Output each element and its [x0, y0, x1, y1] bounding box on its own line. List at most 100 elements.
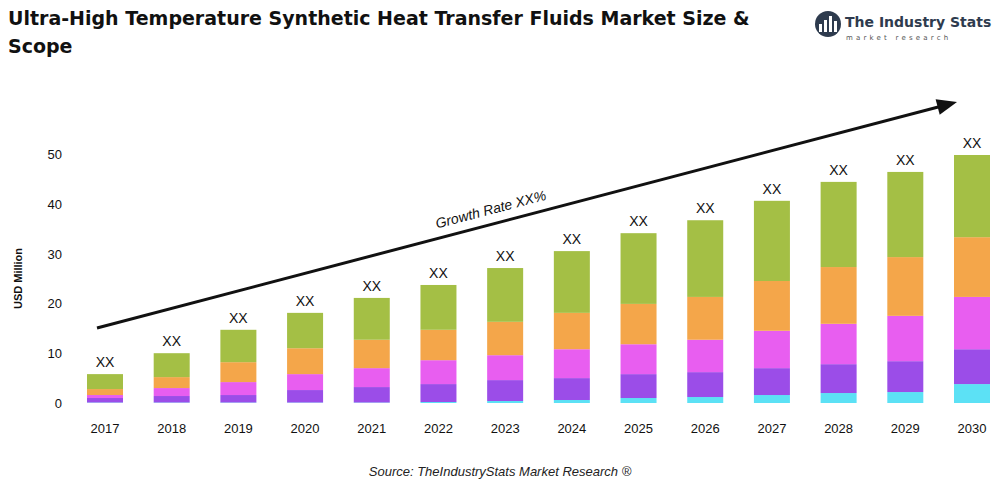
x-tick-label: 2026: [691, 421, 720, 436]
bar-label: XX: [763, 181, 782, 197]
bar-segment: [687, 297, 723, 340]
y-tick-label: 30: [48, 247, 62, 262]
bar-segment: [354, 387, 390, 402]
bar-segment: [487, 322, 523, 355]
bar-segment: [287, 390, 323, 402]
bar-segment: [154, 388, 190, 396]
bar-segment: [420, 330, 456, 360]
bar-segment: [821, 393, 857, 403]
logo-icon-bar: [829, 16, 832, 32]
bar-label: XX: [296, 293, 315, 309]
bar-segment: [87, 398, 123, 402]
bar-segment: [220, 382, 256, 395]
y-tick-label: 40: [48, 197, 62, 212]
x-tick-label: 2022: [424, 421, 453, 436]
bar-segment: [420, 285, 456, 330]
x-tick-label: 2020: [291, 421, 320, 436]
bar-segment: [887, 257, 923, 316]
bar-segment: [754, 395, 790, 403]
bar-label: XX: [629, 213, 648, 229]
y-tick-label: 50: [48, 147, 62, 162]
bar-segment: [954, 384, 990, 403]
logo-icon-bar: [819, 24, 822, 32]
bar-segment: [420, 384, 456, 402]
logo-icon-bar: [834, 21, 837, 32]
bar-segment: [621, 304, 657, 344]
bar-segment: [954, 237, 990, 297]
bar-segment: [554, 349, 590, 378]
bar-segment: [354, 298, 390, 340]
bar-segment: [87, 395, 123, 398]
bar-segment: [621, 233, 657, 304]
y-tick-label: 0: [55, 396, 62, 411]
x-tick-label: 2017: [91, 421, 120, 436]
bar-segment: [887, 316, 923, 361]
bar-segment: [954, 349, 990, 384]
annotation: Growth Rate XX%: [434, 187, 548, 231]
bar-segment: [887, 392, 923, 403]
bar-segment: [887, 172, 923, 257]
x-tick-label: 2030: [958, 421, 987, 436]
bar-segment: [554, 313, 590, 349]
growth-arrowhead: [936, 99, 957, 114]
bar-segment: [687, 372, 723, 397]
x-tick-label: 2023: [491, 421, 520, 436]
bar-label: XX: [229, 310, 248, 326]
bar-segment: [954, 155, 990, 237]
x-tick-label: 2021: [357, 421, 386, 436]
bar-label: XX: [162, 333, 181, 349]
bar-segment: [687, 397, 723, 403]
bar-segment: [487, 268, 523, 322]
title: Ultra-High Temperature Synthetic Heat Tr…: [8, 4, 808, 60]
bar-label: XX: [963, 135, 982, 151]
logo-icon-bar: [824, 20, 827, 32]
y-tick-label: 10: [48, 346, 62, 361]
bar-segment: [687, 220, 723, 297]
bar-label: XX: [96, 354, 115, 370]
bar-segment: [821, 324, 857, 364]
bar-segment: [687, 340, 723, 372]
bar-segment: [154, 353, 190, 377]
growth-arrow: [97, 106, 943, 328]
y-axis-label: USD Million: [12, 248, 24, 309]
bar-segment: [821, 267, 857, 324]
x-tick-label: 2018: [157, 421, 186, 436]
bar-segment: [154, 396, 190, 402]
bar-segment: [87, 389, 123, 395]
brand: The Industry Stats: [845, 14, 991, 30]
bar-segment: [554, 400, 590, 403]
bar-segment: [487, 355, 523, 380]
bar-segment: [754, 201, 790, 281]
logo-icon: [815, 11, 841, 37]
bar-segment: [220, 395, 256, 402]
x-tick-label: 2019: [224, 421, 253, 436]
bar-label: XX: [696, 200, 715, 216]
bar-segment: [287, 374, 323, 390]
bar-segment: [821, 182, 857, 267]
bar-segment: [621, 398, 657, 403]
bar-segment: [154, 377, 190, 388]
source: Source: TheIndustryStats Market Research…: [369, 464, 632, 479]
bar-segment: [87, 374, 123, 389]
bar-segment: [220, 362, 256, 382]
bar-label: XX: [563, 231, 582, 247]
bar-segment: [487, 401, 523, 403]
x-tick-label: 2029: [891, 421, 920, 436]
x-tick-label: 2027: [757, 421, 786, 436]
bar-segment: [287, 348, 323, 374]
bar-segment: [754, 281, 790, 331]
bar-segment: [954, 297, 990, 349]
bar-label: XX: [429, 265, 448, 281]
bar-segment: [821, 364, 857, 393]
bar-segment: [487, 380, 523, 401]
bar-segment: [754, 368, 790, 395]
x-tick-label: 2025: [624, 421, 653, 436]
bar-segment: [554, 251, 590, 313]
bar-segment: [621, 344, 657, 374]
bar-segment: [220, 330, 256, 362]
bar-segment: [887, 361, 923, 392]
bar-label: XX: [362, 278, 381, 294]
bar-label: XX: [829, 162, 848, 178]
bar-segment: [554, 378, 590, 400]
x-tick-label: 2024: [557, 421, 586, 436]
